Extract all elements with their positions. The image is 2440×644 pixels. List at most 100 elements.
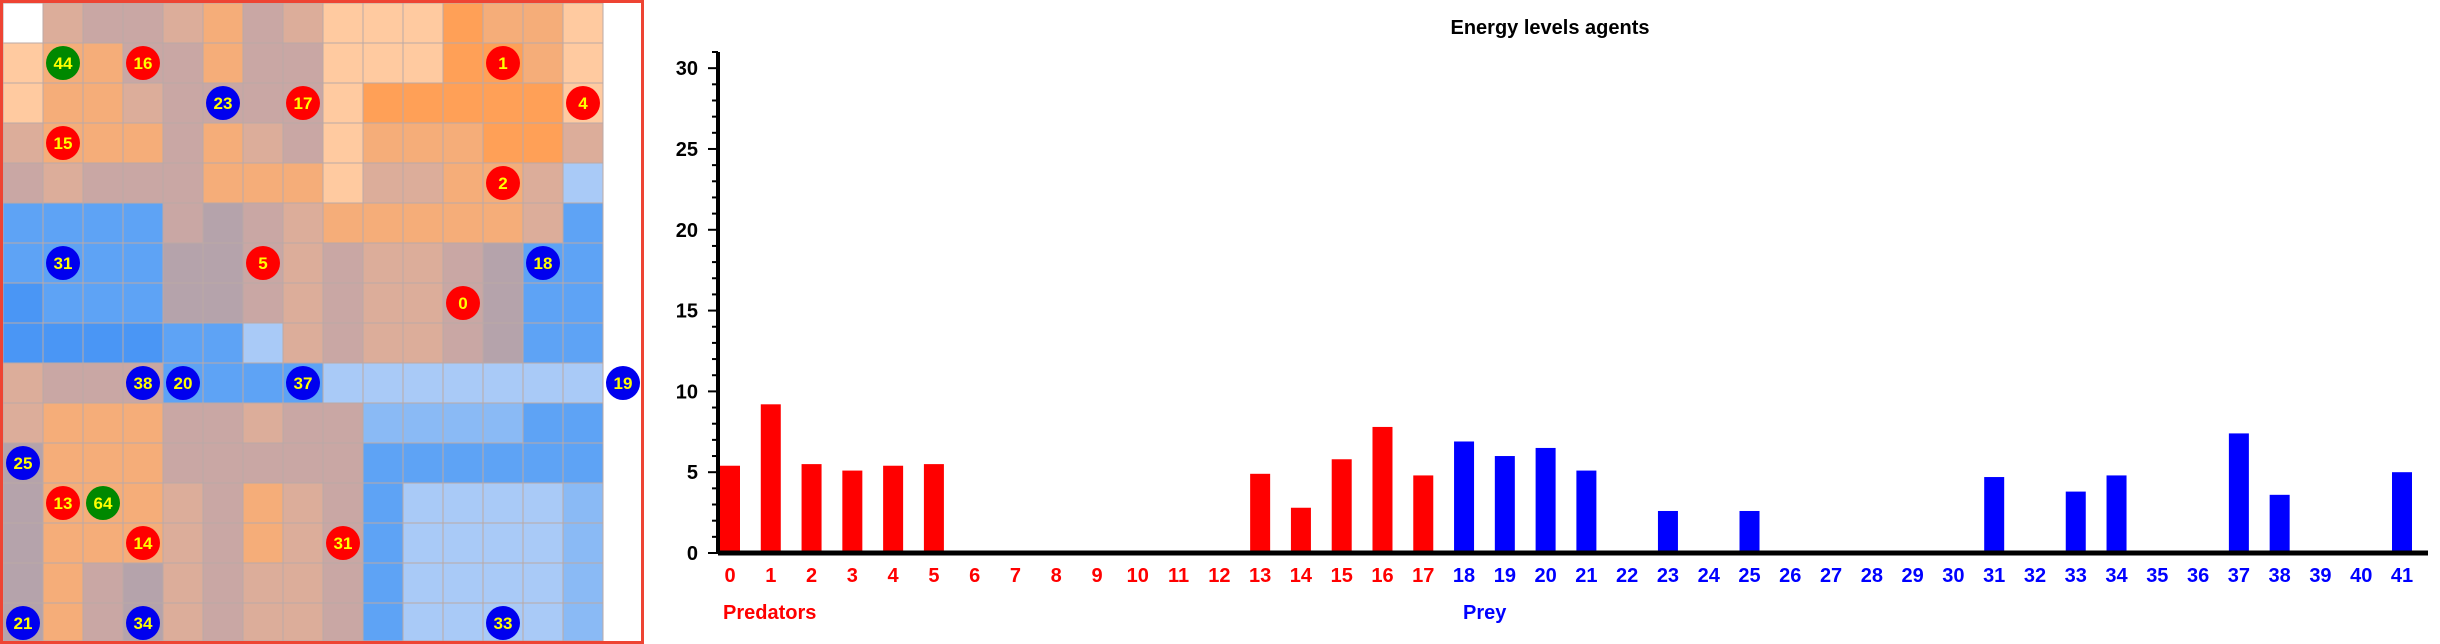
bar-agent-34 [2106, 475, 2127, 553]
x-tick-label: 18 [1453, 565, 1475, 587]
grid-cell [2, 322, 44, 364]
grid-cell [42, 562, 84, 604]
grid-cell [402, 42, 444, 84]
x-tick-label: 14 [1290, 565, 1313, 587]
grid-cell [242, 202, 284, 244]
predator-agent-icon [446, 286, 480, 320]
grid-cell [482, 442, 524, 484]
grid-cell [42, 202, 84, 244]
grid-cell [162, 602, 204, 642]
grid-cell [322, 482, 364, 524]
grid-cell [402, 242, 444, 284]
grid-cell [82, 242, 124, 284]
x-tick-label: 13 [1249, 565, 1271, 587]
x-tick-label: 11 [1168, 565, 1189, 587]
agent-id-label: 33 [494, 614, 513, 633]
agent-id-label: 34 [134, 614, 153, 633]
bar-agent-1 [760, 404, 781, 553]
x-tick-label: 30 [1942, 565, 1964, 587]
bar-chart-canvas: Energy levels agents Predators Prey 0510… [676, 17, 2428, 624]
grid-cell [402, 522, 444, 564]
bar-agent-2 [801, 464, 822, 553]
x-tick-label: 32 [2024, 565, 2046, 587]
agent-id-label: 64 [94, 494, 113, 513]
grid-cell [442, 602, 484, 642]
grid-cell [522, 362, 564, 404]
grid-cell [322, 562, 364, 604]
grid-cell [2, 82, 44, 124]
grid-cell [322, 362, 364, 404]
grid-cell [2, 202, 44, 244]
agent-marker: 19 [606, 366, 640, 400]
x-tick-label: 16 [1371, 565, 1393, 587]
grid-cell [42, 402, 84, 444]
bar-agent-17 [1413, 475, 1434, 553]
x-tick-label: 33 [2065, 565, 2087, 587]
grid-cell [42, 2, 84, 44]
grid-cell [562, 482, 604, 524]
grid-cell [362, 82, 404, 124]
agent-marker: 5 [246, 246, 280, 280]
grid-cell [322, 42, 364, 84]
grid-cell [442, 42, 484, 84]
x-tick-label: 39 [2309, 565, 2331, 587]
grid-cell [282, 562, 324, 604]
grid-cell [442, 562, 484, 604]
agent-id-label: 23 [214, 94, 233, 113]
grid-cell [82, 282, 124, 324]
x-tick-label: 26 [1779, 565, 1801, 587]
grid-cell [202, 162, 244, 204]
x-tick-label: 27 [1820, 565, 1842, 587]
grid-cell [562, 402, 604, 444]
x-tick-label: 15 [1331, 565, 1353, 587]
grid-cell [322, 2, 364, 44]
predator-agent-icon [46, 486, 80, 520]
prey-agent-icon [126, 366, 160, 400]
grid-cell [402, 562, 444, 604]
agent-marker: 17 [286, 86, 320, 120]
grid-cell [322, 322, 364, 364]
x-tick-label: 24 [1698, 565, 1721, 587]
grid-cell [42, 82, 84, 124]
grid-cell [482, 522, 524, 564]
prey-agent-icon [606, 366, 640, 400]
prey-label: Prey [1463, 602, 1507, 624]
grid-cell [362, 482, 404, 524]
grid-cell [242, 42, 284, 84]
grid-cell [522, 82, 564, 124]
grid-cell [522, 402, 564, 444]
grid-cell [322, 242, 364, 284]
grid-cell [362, 602, 404, 642]
grid-cell [282, 202, 324, 244]
grid-cell [162, 482, 204, 524]
grid-cell [162, 522, 204, 564]
grid-cell [322, 202, 364, 244]
grid-cell [242, 522, 284, 564]
agent-id-label: 31 [54, 254, 73, 273]
grid-cell [242, 562, 284, 604]
bar-agent-21 [1576, 470, 1597, 553]
grid-cell [402, 362, 444, 404]
agent-id-label: 31 [334, 534, 353, 553]
grid-cell [442, 122, 484, 164]
agent-marker: 25 [6, 446, 40, 480]
agent-marker: 23 [206, 86, 240, 120]
grid-cell [162, 2, 204, 44]
grid-cell [202, 2, 244, 44]
grid-cell [162, 122, 204, 164]
grid-cell [442, 402, 484, 444]
grid-cell [202, 402, 244, 444]
grid-cell [2, 282, 44, 324]
x-tick-label: 21 [1575, 565, 1597, 587]
grid-cell [162, 402, 204, 444]
grid-cell [522, 322, 564, 364]
grid-cell [402, 82, 444, 124]
grid-cell [442, 242, 484, 284]
agent-marker: 38 [126, 366, 160, 400]
grid-cell [2, 562, 44, 604]
grid-cell [402, 2, 444, 44]
grid-cell [562, 202, 604, 244]
grid-cell [562, 162, 604, 204]
agent-marker: 20 [166, 366, 200, 400]
grid-cell [82, 362, 124, 404]
